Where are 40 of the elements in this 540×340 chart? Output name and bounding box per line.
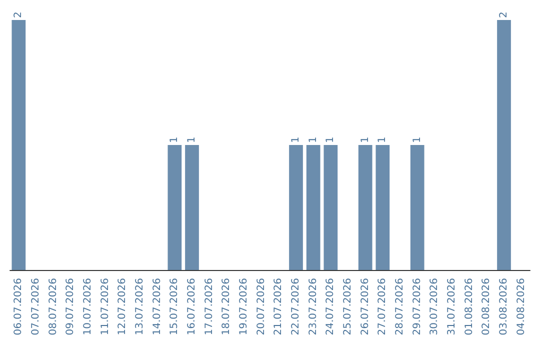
x-tick-label: 18.07.2026	[221, 278, 232, 336]
x-tick-label: 01.08.2026	[464, 278, 475, 336]
x-tick-label: 27.07.2026	[377, 278, 388, 336]
x-tick-label: 09.07.2026	[65, 278, 76, 336]
x-tick-label: 08.07.2026	[48, 278, 59, 336]
x-tick-label: 23.07.2026	[308, 278, 319, 336]
x-tick-label: 03.08.2026	[498, 278, 510, 336]
x-tick-label: 10.07.2026	[82, 278, 94, 336]
data-label: 1	[186, 136, 198, 143]
x-tick-label: 22.07.2026	[290, 278, 302, 336]
data-label: 1	[169, 136, 180, 143]
x-tick-label: 29.07.2026	[412, 278, 423, 336]
x-tick-label: 31.07.2026	[446, 278, 458, 336]
x-tick-label: 17.07.2026	[204, 278, 215, 336]
data-label: 1	[308, 136, 319, 143]
x-tick-label: 02.08.2026	[481, 278, 492, 336]
x-tick-label: 07.07.2026	[30, 278, 42, 336]
x-tick-label: 06.07.2026	[13, 278, 24, 336]
x-tick-label: 25.07.2026	[342, 278, 354, 336]
x-tick-label: 21.07.2026	[273, 278, 284, 336]
x-tick-label: 13.07.2026	[134, 278, 146, 336]
data-label: 1	[377, 136, 388, 143]
data-label: 1	[412, 136, 423, 143]
x-tick-label: 14.07.2026	[152, 278, 163, 336]
x-tick-label: 11.07.2026	[100, 278, 111, 336]
data-label: 1	[290, 136, 302, 143]
x-tick-label: 12.07.2026	[117, 278, 128, 336]
data-label: 2	[13, 12, 24, 18]
x-tick-label: 04.08.2026	[516, 278, 527, 336]
data-label: 2	[498, 12, 510, 18]
data-label: 1	[360, 136, 371, 143]
x-tick-label: 30.07.2026	[429, 278, 440, 336]
x-tick-label: 24.07.2026	[325, 278, 336, 336]
x-tick-label: 26.07.2026	[360, 278, 371, 336]
x-tick-label: 19.07.2026	[238, 278, 250, 336]
x-tick-label: 20.07.2026	[256, 278, 267, 336]
x-tick-label: 15.07.2026	[169, 278, 180, 336]
data-label: 1	[325, 136, 336, 143]
x-tick-label: 16.07.2026	[186, 278, 198, 336]
x-tick-label: 28.07.2026	[394, 278, 406, 336]
